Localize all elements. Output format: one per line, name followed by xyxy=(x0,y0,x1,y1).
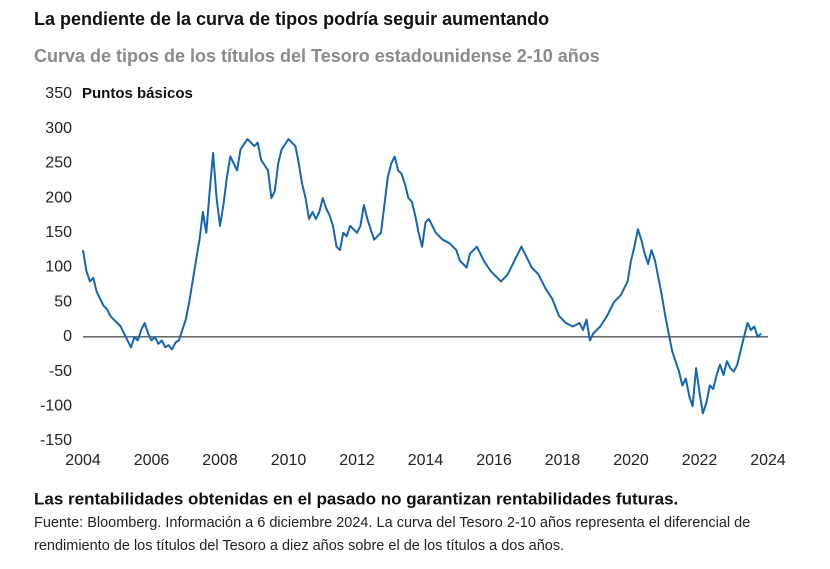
y-tick-label: 350 xyxy=(45,85,72,102)
x-tick-label: 2004 xyxy=(65,452,101,469)
x-tick-label: 2022 xyxy=(682,452,718,469)
y-tick-label: -150 xyxy=(40,432,72,449)
x-tick-label: 2006 xyxy=(134,452,170,469)
x-tick-label: 2016 xyxy=(476,452,512,469)
x-tick-label: 2020 xyxy=(613,452,649,469)
x-tick-label: 2010 xyxy=(271,452,307,469)
x-tick-label: 2012 xyxy=(339,452,375,469)
footnote: Fuente: Bloomberg. Información a 6 dicie… xyxy=(34,515,751,554)
footnote-box: Fuente: Bloomberg. Información a 6 dicie… xyxy=(34,515,751,554)
y-tick-label: 250 xyxy=(45,155,72,172)
x-tick-label: 2024 xyxy=(750,452,786,469)
y-tick-label: 300 xyxy=(45,120,72,137)
y-tick-label: 200 xyxy=(45,189,72,206)
y-tick-label: 150 xyxy=(45,224,72,241)
x-tick-label: 2008 xyxy=(202,452,238,469)
y-tick-label: -50 xyxy=(49,363,72,380)
y-axis-label: Puntos básicos xyxy=(82,85,193,102)
x-tick-label: 2018 xyxy=(545,452,581,469)
y-tick-label: 100 xyxy=(45,259,72,276)
x-tick-label: 2014 xyxy=(408,452,444,469)
y-tick-label: -100 xyxy=(40,398,72,415)
y-tick-label: 0 xyxy=(63,328,72,345)
y-tick-label: 50 xyxy=(54,293,72,310)
chart-title: La pendiente de la curva de tipos podría… xyxy=(34,9,549,29)
line-series xyxy=(82,138,762,415)
chart-subtitle: Curva de tipos de los títulos del Tesoro… xyxy=(34,46,600,66)
disclaimer: Las rentabilidades obtenidas en el pasad… xyxy=(34,489,678,508)
